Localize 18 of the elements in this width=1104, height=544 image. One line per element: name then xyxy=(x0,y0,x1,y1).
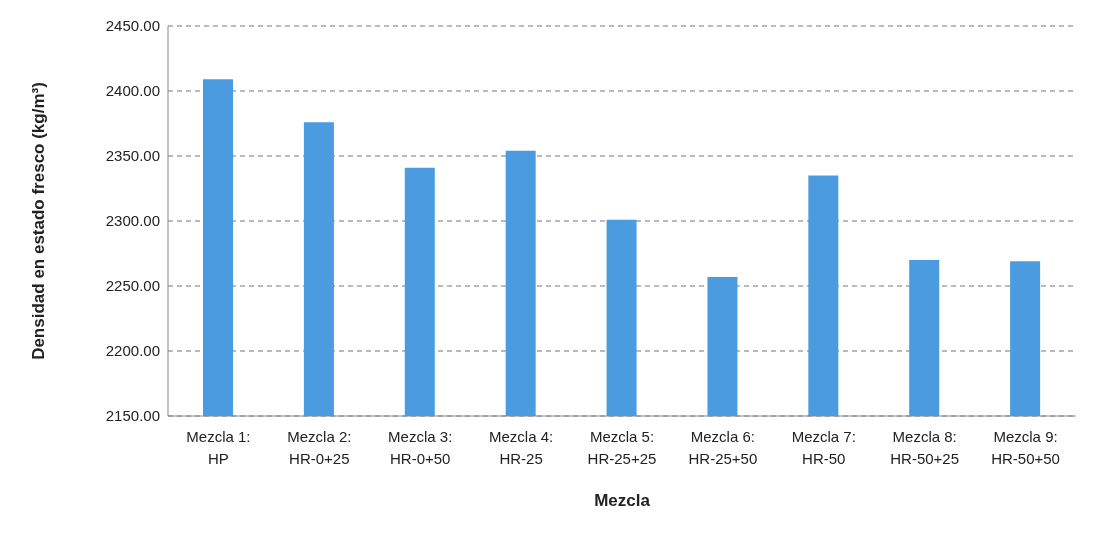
x-tick-label: Mezcla 2: HR-0+25 xyxy=(287,428,352,467)
x-tick-label: Mezcla 3: HR-0+50 xyxy=(388,428,453,467)
x-tick-label: Mezcla 6: HR-25+50 xyxy=(688,428,758,467)
x-tick-label: Mezcla 8: HR-50+25 xyxy=(890,428,960,467)
y-axis-title: Densidad en estado fresco (kg/m³) xyxy=(29,82,49,360)
y-tick-label: 2450.00 xyxy=(105,17,160,35)
x-tick-label: Mezcla 9: HR-50+50 xyxy=(991,428,1060,467)
x-tick-label: Mezcla 1: HP xyxy=(186,428,251,467)
x-tick-label: Mezcla 7: HR-50 xyxy=(791,428,856,467)
x-tick-label: Mezcla 4: HR-25 xyxy=(489,428,554,467)
y-tick-label: 2300.00 xyxy=(105,212,160,230)
y-tick-label: 2250.00 xyxy=(105,277,160,295)
y-tick-label: 2350.00 xyxy=(105,147,160,165)
y-tick-label: 2200.00 xyxy=(105,342,160,360)
y-tick-label: 2150.00 xyxy=(105,407,160,425)
x-tick-label: Mezcla 5: HR-25+25 xyxy=(587,428,657,467)
x-axis-title: Mezcla xyxy=(594,491,651,510)
y-tick-label: 2400.00 xyxy=(105,82,160,100)
